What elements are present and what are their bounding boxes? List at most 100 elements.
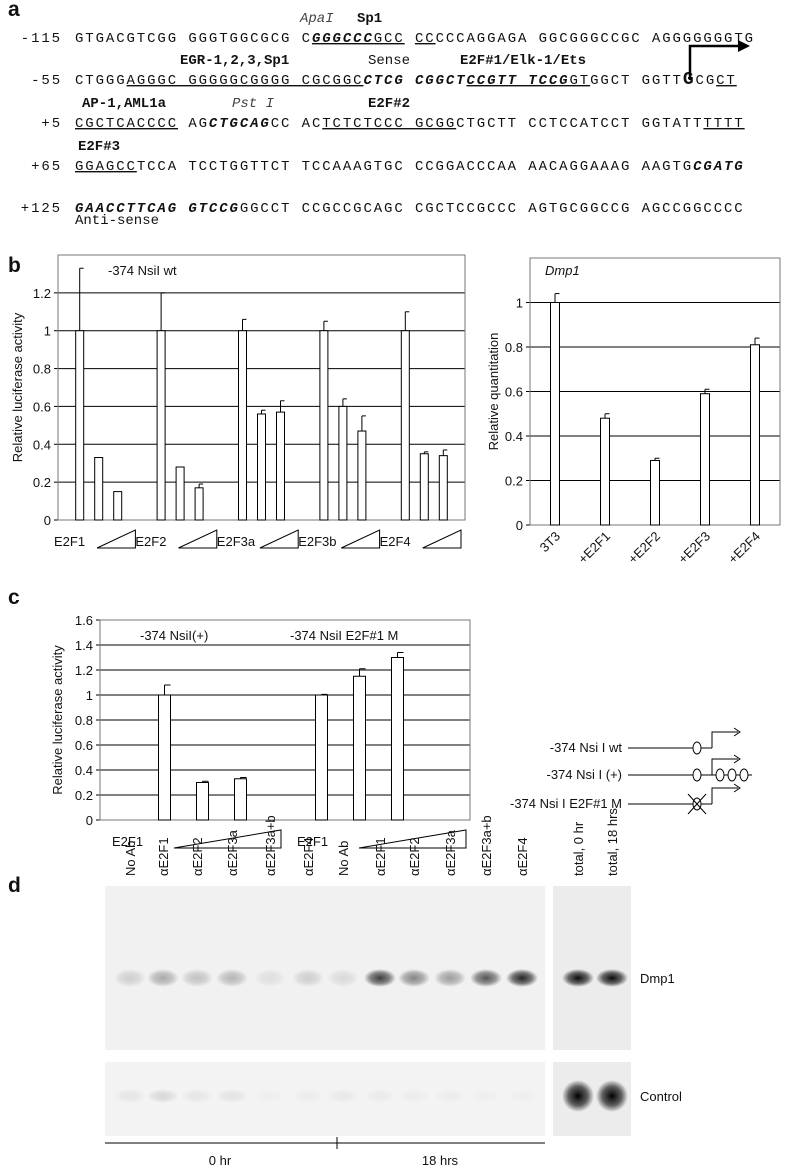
error-bar <box>242 318 247 331</box>
bar <box>700 393 710 526</box>
tss-head <box>733 727 741 737</box>
error-bar <box>361 415 366 432</box>
tss <box>711 758 738 775</box>
error-bar <box>397 652 404 658</box>
error-bar <box>442 449 448 456</box>
x-tick-label: E2F3a <box>217 534 256 549</box>
x-tick-label: +E2F2 <box>625 529 663 567</box>
bar <box>175 466 185 521</box>
error-bar <box>654 457 660 461</box>
band <box>114 969 146 987</box>
y-tick-label: 1 <box>516 296 523 311</box>
group-label: 18 hrs <box>422 1153 459 1168</box>
error-bar <box>164 684 171 695</box>
band <box>181 1089 213 1103</box>
error-bar <box>704 388 710 394</box>
position: +65 <box>31 159 62 175</box>
seq: CC AC <box>271 116 323 132</box>
y-axis-label: Relative quantitation <box>486 333 501 451</box>
seq: GGGCCC <box>312 31 374 47</box>
bar <box>400 330 410 521</box>
x-tick-label: E2F4 <box>380 534 411 549</box>
error-bar <box>604 413 610 419</box>
site-label: E2F#3 <box>78 139 120 155</box>
band <box>364 1089 396 1103</box>
gel <box>553 886 631 1050</box>
lane-label: total, 18 hrs <box>605 808 620 876</box>
band <box>292 969 324 987</box>
sequence-line: GAACCTTCAG GTCCGGGCCT CCGCCGCAGC CGCTCCG… <box>75 201 745 217</box>
gel <box>105 1062 545 1136</box>
lane-label: αE2F4 <box>301 837 316 876</box>
error-bar <box>554 293 560 303</box>
y-axis-label: Relative luciferase activity <box>10 312 25 462</box>
x-tick-label: +E2F3 <box>675 529 713 567</box>
site-label: Pst I <box>232 96 275 112</box>
error-bar <box>323 320 328 331</box>
position: +125 <box>21 201 62 217</box>
seq: CTGGG <box>75 73 127 89</box>
annotation: -374 NsiI(+) <box>140 628 208 643</box>
site-label: Sp1 <box>357 11 382 27</box>
bar <box>338 405 348 521</box>
dose-wedge <box>96 529 136 549</box>
y-tick-label: 1.2 <box>75 663 93 678</box>
band <box>254 969 286 987</box>
construct-diagram <box>628 727 752 815</box>
y-tick-label: 0.8 <box>505 340 523 355</box>
lane-label: No Ab <box>336 841 351 876</box>
seq: TTTT <box>703 116 744 132</box>
seq: CG <box>696 73 717 89</box>
bar <box>600 417 610 526</box>
y-tick-label: 0.6 <box>33 399 51 414</box>
position: -55 <box>31 73 62 89</box>
x-tick-label: E2F1 <box>112 834 143 849</box>
gel <box>105 886 545 1050</box>
y-tick-label: 0.2 <box>505 474 523 489</box>
seq: GT <box>569 73 590 89</box>
bar <box>234 778 247 821</box>
error-bar <box>280 400 285 413</box>
x-tick-label: E2F1 <box>297 834 328 849</box>
annotation: -374 NsiI E2F#1 M <box>290 628 398 643</box>
seq: GTGACGTCGG GGGTGGCGCG C <box>75 31 312 47</box>
band <box>292 1089 324 1103</box>
panel-label: b <box>8 254 21 277</box>
seq: G <box>683 70 696 90</box>
bar <box>113 491 123 521</box>
x-tick-label: E2F1 <box>54 534 85 549</box>
band <box>364 969 396 987</box>
lane-label: total, 0 hr <box>571 821 586 876</box>
y-tick-label: 1.6 <box>75 613 93 628</box>
error-bar <box>321 693 328 695</box>
bar <box>419 453 429 521</box>
dose-wedge <box>178 529 218 549</box>
seq: CCGTT TCCG <box>466 73 569 89</box>
error-bar <box>202 780 209 783</box>
band <box>434 969 466 987</box>
sequence-line: CTGGGAGGGC GGGGGCGGGG CGCGGCCTCG CGGCTCC… <box>75 70 737 90</box>
seq: GGCT GGTT <box>590 73 683 89</box>
error-bar <box>342 398 347 407</box>
lane-label: αE2F2 <box>190 837 205 876</box>
site-label: AP-1,AML1a <box>82 96 167 112</box>
y-axis-label: Relative luciferase activity <box>50 645 65 795</box>
bar <box>196 782 209 821</box>
x-tick-label: +E2F1 <box>575 529 613 567</box>
site-label: ApaI <box>299 11 334 27</box>
y-tick-label: 0.2 <box>75 788 93 803</box>
x-tick-label: +E2F4 <box>725 529 763 567</box>
site <box>715 768 725 782</box>
site-label: E2F#2 <box>368 96 410 112</box>
band <box>147 969 179 987</box>
bar <box>353 675 366 821</box>
error-bar <box>754 337 760 345</box>
seq: GGAGCC <box>75 159 137 175</box>
construct-label: -374 Nsi I (+) <box>547 767 623 782</box>
sequence-line: CGCTCACCCC AGCTGCAGCC ACTCTCTCCC GCGGCTG… <box>75 116 745 132</box>
seq: CC <box>415 31 436 47</box>
seq <box>405 31 415 47</box>
chart-title: -374 NsiI wt <box>108 263 177 278</box>
error-bar <box>198 483 204 488</box>
panel-label: d <box>8 874 21 897</box>
